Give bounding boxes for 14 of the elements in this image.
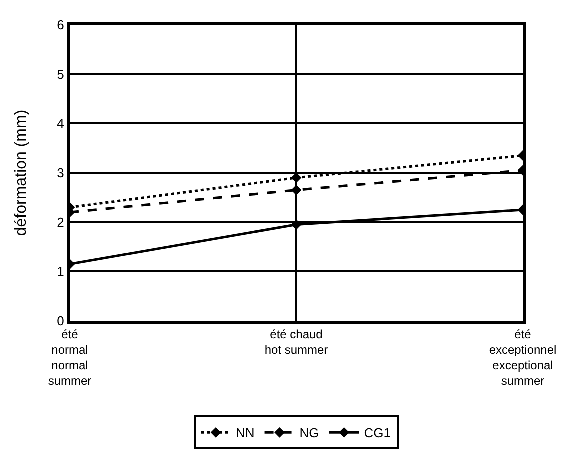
y-tick-label: 2: [57, 214, 64, 230]
y-axis-title: déformation (mm): [13, 110, 30, 236]
x-tick-label: été exceptionnel exceptional summer: [489, 327, 557, 388]
y-tick-label: 0: [57, 314, 64, 329]
legend-label: NN: [236, 426, 255, 441]
x-tick-label: été normal normal summer: [48, 327, 92, 388]
legend-label: CG1: [364, 426, 392, 441]
y-tick-label: 6: [57, 18, 64, 33]
y-tick-label: 5: [57, 66, 64, 82]
x-tick-label: été chaud hot summer: [264, 327, 328, 357]
y-tick-label: 1: [57, 264, 64, 280]
y-tick-label: 4: [57, 116, 64, 132]
legend-label: NG: [300, 426, 320, 441]
y-tick-label: 3: [57, 166, 64, 181]
